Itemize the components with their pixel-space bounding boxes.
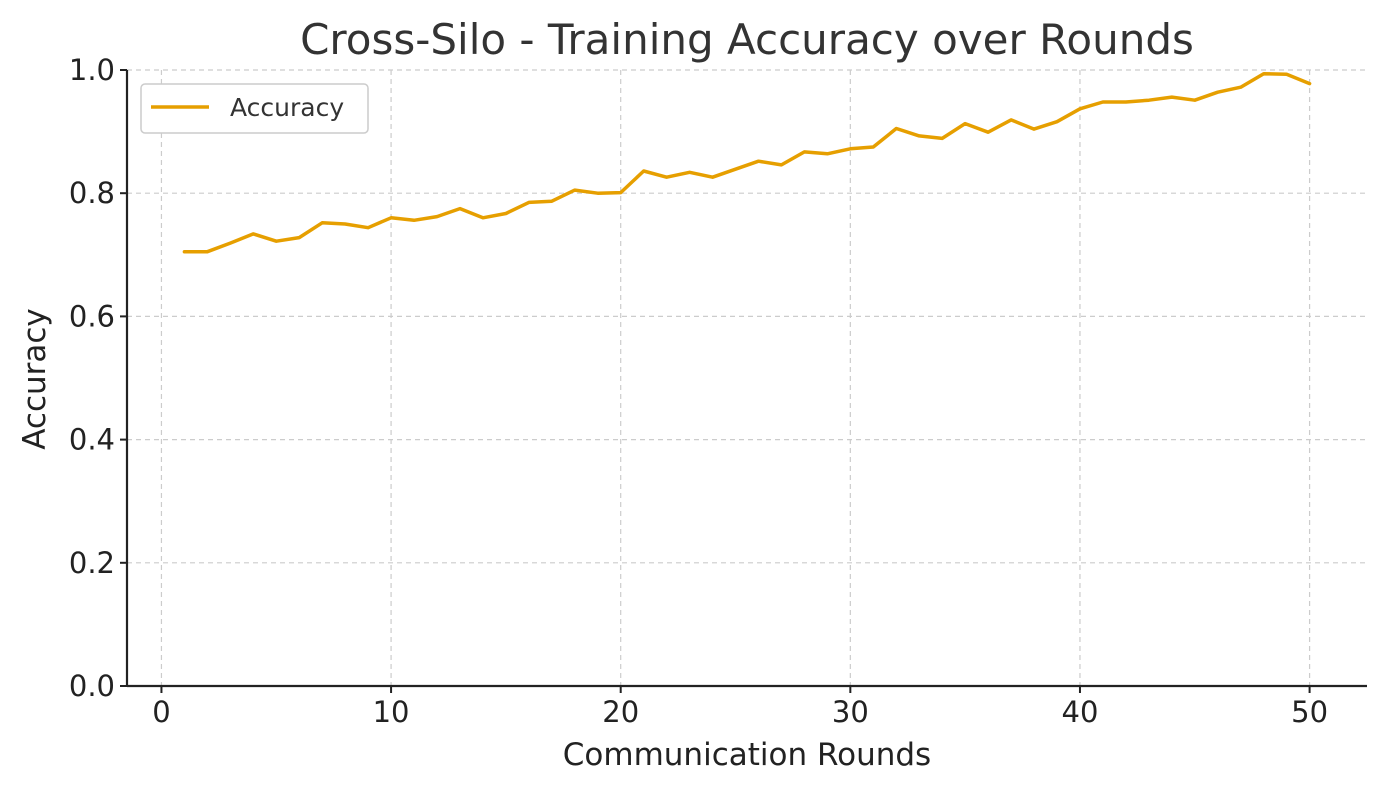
x-tick-label: 10 [373,695,410,729]
x-tick-label: 30 [832,695,869,729]
accuracy-series-line [182,71,1312,254]
y-tick-label: 0.8 [69,176,115,210]
y-tick-label: 0.6 [69,299,115,333]
axes-spines [125,70,1367,688]
x-tick-label: 0 [152,695,170,729]
legend-box [140,83,369,134]
y-tick-label: 0.2 [69,546,115,580]
grid [127,69,1367,687]
chart-title: Cross-Silo - Training Accuracy over Roun… [300,15,1194,64]
x-tick-label: 40 [1062,695,1099,729]
series-group [182,71,1312,254]
y-tick-label: 0.0 [69,669,115,703]
legend: Accuracy [140,83,369,134]
x-tick-label: 50 [1291,695,1328,729]
legend-label: Accuracy [230,93,344,122]
y-axis-ticks: 0.0 0.2 0.4 0.6 0.8 1.0 [69,53,127,703]
y-tick-label: 0.4 [69,423,115,457]
x-axis-label: Communication Rounds [563,737,931,773]
x-tick-label: 20 [602,695,639,729]
y-axis-label: Accuracy [17,308,53,450]
y-tick-label: 1.0 [69,53,115,87]
x-axis-ticks: 0 10 20 30 40 50 [152,686,1328,729]
